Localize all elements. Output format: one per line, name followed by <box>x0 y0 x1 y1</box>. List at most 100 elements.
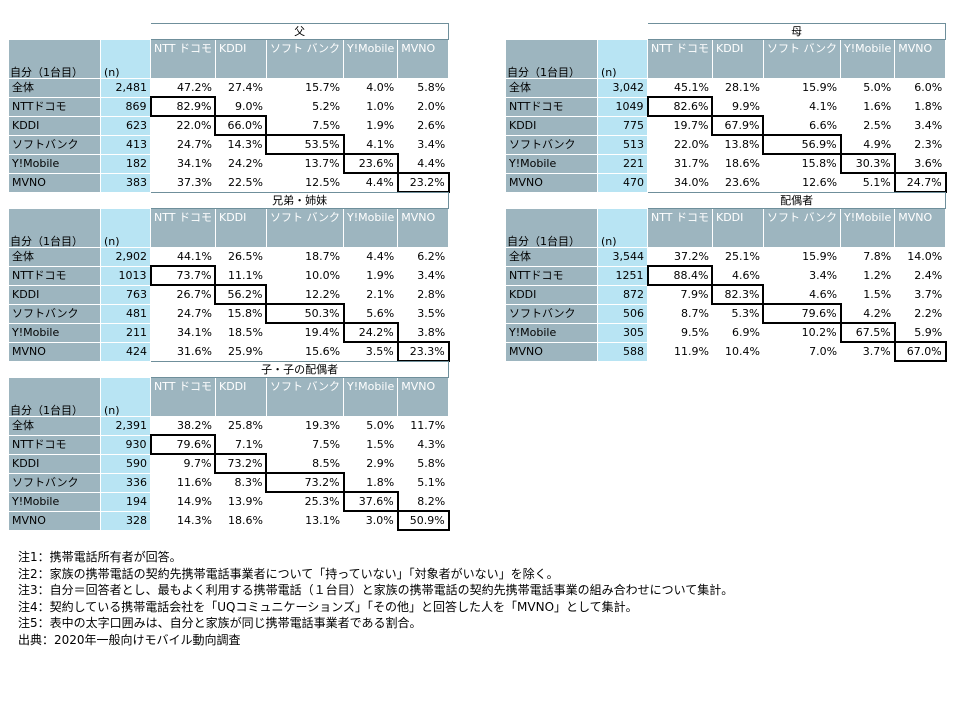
value-cell: 19.7% <box>647 115 713 136</box>
value-cell: 27.4% <box>214 78 267 98</box>
crosstab-table: 父自分（1台目） (n) NTT ドコモ KDDI ソフト バンク Y!Mobile MVN… <box>8 23 450 193</box>
column-header: Y!Mobile <box>343 39 399 79</box>
value-cell: 3.5% <box>343 341 399 362</box>
crosstab-children: 子・子の配偶者 自分（1台目） (n) NTT ドコモ KDDI ソフト バンク Y!Mob… <box>8 361 450 531</box>
value-cell: 8.3% <box>214 472 267 493</box>
value-cell: 31.6% <box>150 341 216 362</box>
table-row: NTTドコモ 1049 82.6% 9.9% 4.1% 1.6% 1.8% <box>505 96 947 117</box>
table-row: ソフトバンク 513 22.0% 13.8% 56.9% 4.9% 2.3% <box>505 134 947 155</box>
highlighted-value-cell: 82.9% <box>149 96 217 117</box>
row-label: NTTドコモ <box>8 265 101 286</box>
value-cell: 1.5% <box>343 434 399 455</box>
sample-count: 2,481 <box>100 78 151 98</box>
value-cell: 26.7% <box>150 284 216 305</box>
crosstab-siblings: 兄弟・姉妹 自分（1台目） (n) NTT ドコモ KDDI ソフト バンク Y!Mobil… <box>8 192 450 362</box>
row-label: ソフトバンク <box>8 303 101 324</box>
row-label: KDDI <box>8 284 101 305</box>
value-cell: 15.8% <box>214 303 267 324</box>
table-row: MVNO 588 11.9% 10.4% 7.0% 3.7% 67.0% <box>505 341 947 362</box>
value-cell: 5.1% <box>840 172 896 193</box>
column-header: NTT ドコモ <box>647 208 713 248</box>
column-header: MVNO <box>894 208 947 248</box>
highlighted-value-cell: 67.5% <box>839 322 896 343</box>
value-cell: 1.0% <box>343 96 399 117</box>
table-row: KDDI 872 7.9% 82.3% 4.6% 1.5% 3.7% <box>505 284 947 305</box>
spacer-cell <box>598 24 648 40</box>
table-row: NTTドコモ 1013 73.7% 11.1% 10.0% 1.9% 3.4% <box>8 265 450 286</box>
table-row: KDDI 775 19.7% 67.9% 6.6% 2.5% 3.4% <box>505 115 947 136</box>
row-label: Y!Mobile <box>8 153 101 174</box>
row-label: Y!Mobile <box>8 322 101 343</box>
value-cell: 5.2% <box>265 96 345 117</box>
row-label: Y!Mobile <box>505 322 598 343</box>
table-row: ソフトバンク 481 24.7% 15.8% 50.3% 5.6% 3.5% <box>8 303 450 324</box>
value-cell: 2.2% <box>894 303 947 324</box>
sample-count: 328 <box>100 510 151 531</box>
value-cell: 4.4% <box>343 172 399 193</box>
value-cell: 23.6% <box>711 172 764 193</box>
highlighted-value-cell: 56.2% <box>214 284 268 305</box>
value-cell: 3.7% <box>840 341 896 362</box>
value-cell: 4.6% <box>762 284 842 305</box>
table-row: Y!Mobile 182 34.1% 24.2% 13.7% 23.6% 4.4% <box>8 153 450 174</box>
value-cell: 15.9% <box>762 247 842 267</box>
value-cell: 26.5% <box>214 247 267 267</box>
spacer-cell <box>9 24 101 40</box>
table-title: 兄弟・姉妹 <box>149 192 450 209</box>
value-cell: 11.9% <box>647 341 713 362</box>
table-row: Y!Mobile 221 31.7% 18.6% 15.8% 30.3% 3.6% <box>505 153 947 174</box>
column-header: ソフト バンク <box>762 208 842 248</box>
value-cell: 5.8% <box>397 78 450 98</box>
table-row: 全体 3,544 37.2% 25.1% 15.9% 7.8% 14.0% <box>505 247 947 267</box>
sample-count: 1049 <box>597 96 648 117</box>
sample-count: 930 <box>100 434 151 455</box>
value-cell: 12.2% <box>265 284 345 305</box>
highlighted-value-cell: 50.9% <box>396 510 450 531</box>
row-label: 全体 <box>8 416 101 436</box>
header-row: 自分（1台目） (n) NTT ドコモ KDDI ソフト バンク Y!Mobile MVNO <box>505 208 947 248</box>
title-row: 配偶者 <box>506 192 947 209</box>
table-row: 全体 2,481 47.2% 27.4% 15.7% 4.0% 5.8% <box>8 78 450 98</box>
column-header: MVNO <box>397 208 450 248</box>
spacer-cell <box>598 193 648 209</box>
value-cell: 6.6% <box>762 115 842 136</box>
sample-count: 182 <box>100 153 151 174</box>
row-label: 全体 <box>8 78 101 98</box>
column-header: NTT ドコモ <box>647 39 713 79</box>
table-title: 配偶者 <box>646 192 947 209</box>
row-header-label: 自分（1台目） <box>8 377 101 417</box>
column-header: KDDI <box>214 377 267 417</box>
row-label: ソフトバンク <box>505 134 598 155</box>
value-cell: 4.3% <box>397 434 450 455</box>
column-header: NTT ドコモ <box>150 39 216 79</box>
table-row: 全体 3,042 45.1% 28.1% 15.9% 5.0% 6.0% <box>505 78 947 98</box>
sample-count: 2,391 <box>100 416 151 436</box>
table-row: MVNO 383 37.3% 22.5% 12.5% 4.4% 23.2% <box>8 172 450 193</box>
n-header: (n) <box>597 39 648 79</box>
value-cell: 13.7% <box>265 153 345 174</box>
sample-count: 3,042 <box>597 78 648 98</box>
spacer-cell <box>9 362 101 378</box>
row-header-label: 自分（1台目） <box>505 39 598 79</box>
value-cell: 14.9% <box>150 491 216 512</box>
value-cell: 1.6% <box>840 96 896 117</box>
table-row: ソフトバンク 413 24.7% 14.3% 53.5% 4.1% 3.4% <box>8 134 450 155</box>
table-row: NTTドコモ 1251 88.4% 4.6% 3.4% 1.2% 2.4% <box>505 265 947 286</box>
value-cell: 14.3% <box>214 134 267 155</box>
value-cell: 3.5% <box>397 303 450 324</box>
column-header: KDDI <box>711 208 764 248</box>
value-cell: 3.4% <box>762 265 842 286</box>
value-cell: 3.8% <box>397 322 450 343</box>
column-header: KDDI <box>214 39 267 79</box>
highlighted-value-cell: 23.3% <box>396 341 450 362</box>
table-row: MVNO 424 31.6% 25.9% 15.6% 3.5% 23.3% <box>8 341 450 362</box>
column-header: KDDI <box>711 39 764 79</box>
value-cell: 25.9% <box>214 341 267 362</box>
value-cell: 22.5% <box>214 172 267 193</box>
value-cell: 18.6% <box>214 510 267 531</box>
highlighted-value-cell: 79.6% <box>762 303 842 324</box>
title-row: 兄弟・姉妹 <box>9 192 450 209</box>
value-cell: 5.3% <box>711 303 764 324</box>
header-row: 自分（1台目） (n) NTT ドコモ KDDI ソフト バンク Y!Mobile MVNO <box>505 39 947 79</box>
value-cell: 2.9% <box>343 453 399 474</box>
